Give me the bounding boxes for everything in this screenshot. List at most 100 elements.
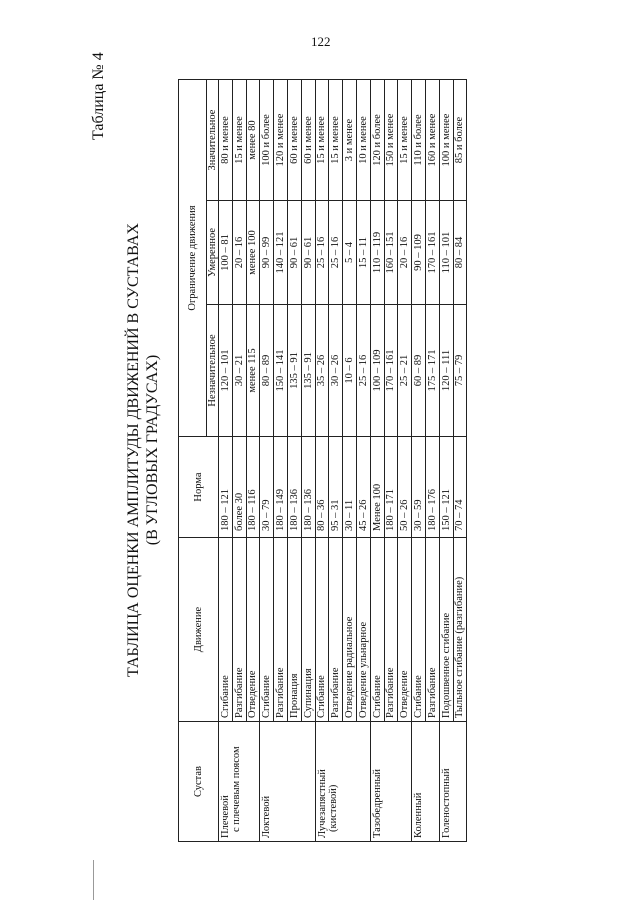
slight-cell: 100 – 109 bbox=[370, 304, 385, 437]
movement-cell: Супинация bbox=[301, 537, 316, 722]
norm-cell: 70 – 74 bbox=[453, 436, 467, 538]
norm-cell: 50 – 26 bbox=[397, 436, 412, 538]
slight-cell: 25 – 16 bbox=[356, 304, 371, 437]
movement-cell: Подошвенное сгибание bbox=[439, 537, 454, 722]
table-row: Локтевой Сгибание 30 – 79 80 – 89 90 – 99 100… bbox=[259, 79, 316, 842]
joint-name-line: Плечевой bbox=[220, 795, 231, 838]
joint-cell: Голеностопный bbox=[439, 721, 467, 842]
moderate-cell: 90 – 61 bbox=[287, 200, 302, 305]
norm-cell: 180 – 116 bbox=[246, 436, 260, 538]
slight-cell: менее 115 bbox=[246, 304, 260, 437]
header-slight: Незначительное bbox=[206, 304, 219, 437]
joint-cell: Плечевой с плечевым поясом bbox=[218, 721, 260, 842]
slight-cell: 120 – 101 bbox=[218, 304, 233, 437]
moderate-cell: 5 – 4 bbox=[342, 200, 357, 305]
slight-cell: 135 – 91 bbox=[301, 304, 316, 437]
slight-cell: 170 – 161 bbox=[384, 304, 398, 437]
joint-name-line: Коленный bbox=[413, 792, 425, 838]
moderate-cell: 90 – 61 bbox=[301, 200, 316, 305]
table-row: Тазобедренный Сгибание Менее 100 100 – 109 1… bbox=[370, 79, 412, 842]
slight-cell: 10 – 6 bbox=[342, 304, 357, 437]
header-joint: Сустав bbox=[178, 721, 219, 842]
significant-cell: 100 и менее bbox=[439, 79, 454, 201]
norm-cell: Менее 100 bbox=[370, 436, 385, 538]
norm-cell: 80 – 36 bbox=[315, 436, 329, 538]
table-body: Плечевой с плечевым поясом Сгибание 180 – 1… bbox=[218, 79, 467, 842]
joint-cell: Локтевой bbox=[259, 721, 316, 842]
moderate-cell: 90 – 109 bbox=[411, 200, 426, 305]
norm-cell: 150 – 121 bbox=[439, 436, 454, 538]
table-label: Таблица № 4 bbox=[90, 52, 107, 140]
header-significant: Значительное bbox=[206, 79, 219, 201]
slight-cell: 75 – 79 bbox=[453, 304, 467, 437]
significant-cell: 160 и менее bbox=[425, 79, 440, 201]
joint-cell: Лучезапястный (кистевой) bbox=[315, 721, 371, 842]
norm-cell: 30 – 59 bbox=[411, 436, 426, 538]
norm-cell: 95 – 31 bbox=[328, 436, 343, 538]
moderate-cell: 160 – 151 bbox=[384, 200, 398, 305]
header-norm: Норма bbox=[178, 436, 219, 538]
movement-cell: Разгибание bbox=[232, 537, 247, 722]
joint-name-line: Голеностопный bbox=[440, 768, 452, 838]
movement-cell: Сгибание bbox=[370, 537, 385, 722]
moderate-cell: 15 – 11 bbox=[356, 200, 371, 305]
norm-cell: 180 – 136 bbox=[301, 436, 316, 538]
slight-cell: 80 – 89 bbox=[259, 304, 274, 437]
title-line-2: (В УГЛОВЫХ ГРАДУСАХ) bbox=[144, 354, 161, 546]
movement-cell: Сгибание bbox=[259, 537, 274, 722]
movement-cell: Отведение ульнарное bbox=[356, 537, 371, 722]
joint-cell: Тазобедренный bbox=[370, 721, 412, 842]
joint-name-line: (кистевой) bbox=[327, 784, 339, 832]
moderate-cell: 110 – 101 bbox=[439, 200, 454, 305]
moderate-cell: 100 – 81 bbox=[218, 200, 233, 305]
movement-cell: Отведение радиальное bbox=[342, 537, 357, 722]
norm-cell: 180 – 176 bbox=[425, 436, 440, 538]
significant-cell: 120 и более bbox=[370, 79, 385, 201]
moderate-cell: 25 – 16 bbox=[328, 200, 343, 305]
slight-cell: 175 – 171 bbox=[425, 304, 440, 437]
significant-cell: менее 80 bbox=[246, 79, 260, 201]
significant-cell: 10 и менее bbox=[356, 79, 371, 201]
joint-name-line: Локтевой bbox=[261, 795, 273, 838]
significant-cell: 150 и менее bbox=[384, 79, 398, 201]
slight-cell: 30 – 21 bbox=[232, 304, 247, 437]
movement-cell: Разгибание bbox=[425, 537, 440, 722]
significant-cell: 15 и менее bbox=[232, 79, 247, 201]
joint-range-table: Сустав Движение Норма Ограничение движен… bbox=[178, 79, 467, 842]
norm-cell: 180 – 149 bbox=[273, 436, 288, 538]
header-limitation: Ограничение движения bbox=[178, 79, 207, 437]
joint-cell: Коленный bbox=[411, 721, 440, 842]
significant-cell: 60 и менее bbox=[287, 79, 302, 201]
norm-cell: 180 – 121 bbox=[218, 436, 233, 538]
norm-cell: 30 – 79 bbox=[259, 436, 274, 538]
movement-cell: Отведение bbox=[397, 537, 412, 722]
moderate-cell: 25 – 16 bbox=[315, 200, 329, 305]
header-moderate: Умеренное bbox=[206, 200, 219, 305]
title-line-1: ТАБЛИЦА ОЦЕНКИ АМПЛИТУДЫ ДВИЖЕНИЙ В СУСТ… bbox=[125, 223, 142, 677]
slight-cell: 30 – 26 bbox=[328, 304, 343, 437]
significant-cell: 120 и менее bbox=[273, 79, 288, 201]
joint-name-line: Тазобедренный bbox=[371, 768, 383, 838]
movement-cell: Разгибание bbox=[328, 537, 343, 722]
moderate-cell: 170 – 161 bbox=[425, 200, 440, 305]
slight-cell: 60 – 89 bbox=[411, 304, 426, 437]
moderate-cell: 90 – 99 bbox=[259, 200, 274, 305]
table-row: Лучезапястный (кистевой) Сгибание 80 – 36 35… bbox=[315, 79, 371, 842]
movement-cell: Сгибание bbox=[315, 537, 329, 722]
movement-cell: Пронация bbox=[287, 537, 302, 722]
slight-cell: 120 – 111 bbox=[439, 304, 454, 437]
significant-cell: 60 и менее bbox=[301, 79, 316, 201]
significant-cell: 15 и менее bbox=[397, 79, 412, 201]
header-movement: Движение bbox=[178, 537, 219, 722]
movement-cell: Разгибание bbox=[273, 537, 288, 722]
moderate-cell: 110 – 119 bbox=[370, 200, 385, 305]
table-row: Коленный Сгибание 30 – 59 60 – 89 90 – 109 11… bbox=[411, 79, 440, 842]
moderate-cell: 20 – 16 bbox=[232, 200, 247, 305]
slight-cell: 25 – 21 bbox=[397, 304, 412, 437]
movement-cell: Сгибание bbox=[411, 537, 426, 722]
slight-cell: 150 – 141 bbox=[273, 304, 288, 437]
moderate-cell: 80 – 84 bbox=[453, 200, 467, 305]
joint-name-line: Лучезапястный bbox=[316, 769, 328, 838]
significant-cell: 110 и более bbox=[411, 79, 426, 201]
